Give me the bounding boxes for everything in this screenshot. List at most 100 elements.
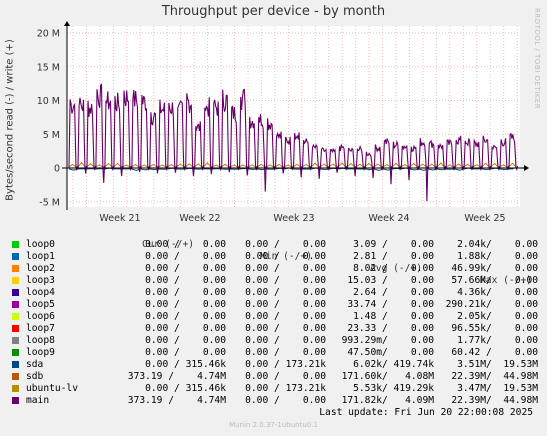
x-tick-labels: Week 21 Week 22 Week 23 Week 24 Week 25	[99, 213, 505, 224]
legend-device-name: loop5	[26, 299, 55, 310]
x-tick-label: Week 24	[368, 213, 409, 224]
legend-max: 3.47M/ 19.53M	[445, 383, 538, 394]
legend-avg: 171.82k/ 4.09M	[341, 395, 434, 406]
legend-max: 57.66k/ 0.00	[445, 275, 538, 286]
legend: Cur (-/+) Min (-/+) Avg (-/+) Max (-/+) …	[12, 227, 538, 407]
chart-title: Throughput per device - by month	[161, 4, 386, 19]
legend-cur: 0.00 / 315.46k	[139, 383, 226, 394]
legend-max: 4.36k/ 0.00	[445, 287, 538, 298]
legend-swatch	[12, 265, 19, 272]
x-tick-label: Week 21	[99, 213, 140, 224]
legend-swatch	[12, 397, 19, 404]
legend-avg: 5.53k/ 419.29k	[341, 383, 434, 394]
legend-row-loop8: loop8 0.00 / 0.00 0.00 / 0.00 993.29m/ 0.…	[12, 335, 538, 347]
legend-swatch	[12, 241, 19, 248]
x-tick-label: Week 23	[273, 213, 314, 224]
legend-min: 0.00 / 0.00	[239, 287, 326, 298]
legend-swatch	[12, 337, 19, 344]
legend-min: 0.00 / 173.21k	[239, 383, 326, 394]
legend-min: 0.00 / 0.00	[239, 311, 326, 322]
legend-cur: 0.00 / 0.00	[139, 311, 226, 322]
header-avg: Avg (-/+)	[370, 263, 422, 274]
legend-min: 0.00 / 0.00	[239, 395, 326, 406]
legend-swatch	[12, 349, 19, 356]
legend-min: 0.00 / 0.00	[239, 335, 326, 346]
plot-area	[67, 26, 520, 207]
legend-min: 0.00 / 0.00	[239, 239, 326, 250]
legend-device-name: loop4	[26, 287, 55, 298]
legend-row-loop0: loop0 0.00 / 0.00 0.00 / 0.00 3.09 / 0.0…	[12, 239, 538, 251]
x-tick-label: Week 22	[179, 213, 220, 224]
legend-cur: 0.00 / 0.00	[139, 275, 226, 286]
throughput-chart: 20 M15 M10 M5 M0-5 M Week 21 Week 22 Week …	[37, 21, 529, 224]
legend-min: 0.00 / 0.00	[239, 299, 326, 310]
legend-avg: 993.29m/ 0.00	[341, 335, 434, 346]
legend-max: 290.21k/ 0.00	[445, 299, 538, 310]
legend-swatch	[12, 373, 19, 380]
munin-version: Munin 2.0.37-1ubuntu0.1	[229, 421, 318, 429]
y-tick-label: 15 M	[37, 62, 60, 73]
legend-device-name: sda	[26, 359, 44, 370]
legend-device-name: loop6	[26, 311, 55, 322]
vertical-grid	[72, 26, 518, 207]
legend-cur: 373.19 / 4.74M	[127, 371, 226, 382]
legend-swatch	[12, 301, 19, 308]
legend-row-loop5: loop5 0.00 / 0.00 0.00 / 0.00 33.74 / 0.…	[12, 299, 538, 311]
legend-row-loop7: loop7 0.00 / 0.00 0.00 / 0.00 23.33 / 0.…	[12, 323, 538, 335]
legend-min: 0.00 / 0.00	[239, 371, 326, 382]
y-tick-label: -5 M	[39, 197, 60, 208]
y-tick-label: 0	[54, 164, 60, 175]
legend-row-loop9: loop9 0.00 / 0.00 0.00 / 0.00 47.50m/ 0.…	[12, 347, 538, 359]
legend-device-name: loop1	[26, 251, 55, 262]
legend-swatch	[12, 361, 19, 368]
legend-cur: 0.00 / 0.00	[139, 323, 226, 334]
legend-avg: 3.09 / 0.00	[341, 239, 434, 250]
legend-swatch	[12, 253, 19, 260]
legend-avg: 2.64 / 0.00	[341, 287, 434, 298]
legend-cur: 0.00 / 0.00	[139, 347, 226, 358]
legend-max: 22.39M/ 44.98M	[445, 395, 538, 406]
y-axis-arrow	[64, 21, 70, 26]
legend-row-ubuntu-lv: ubuntu-lv 0.00 / 315.46k 0.00 / 173.21k …	[12, 383, 538, 395]
legend-max: 46.99k/ 0.00	[445, 263, 538, 274]
legend-device-name: sdb	[26, 371, 44, 382]
legend-avg: 47.50m/ 0.00	[341, 347, 434, 358]
legend-avg: 1.48 / 0.00	[341, 311, 434, 322]
legend-avg: 23.33 / 0.00	[341, 323, 434, 334]
legend-device-name: loop0	[26, 239, 55, 250]
legend-min: 0.00 / 0.00	[239, 347, 326, 358]
legend-max: 2.05k/ 0.00	[445, 311, 538, 322]
legend-device-name: loop3	[26, 275, 55, 286]
legend-avg: 6.02k/ 419.74k	[341, 359, 434, 370]
legend-row-loop4: loop4 0.00 / 0.00 0.00 / 0.00 2.64 / 0.0…	[12, 287, 538, 299]
legend-avg: 171.60k/ 4.08M	[341, 371, 434, 382]
legend-swatch	[12, 325, 19, 332]
legend-device-name: loop7	[26, 323, 55, 334]
legend-header: Cur (-/+) Min (-/+) Avg (-/+) Max (-/+)	[12, 227, 537, 286]
legend-cur: 0.00 / 0.00	[139, 251, 226, 262]
legend-device-name: loop9	[26, 347, 55, 358]
header-max: Max (-/+)	[480, 275, 532, 286]
legend-swatch	[12, 313, 19, 320]
legend-max: 1.77k/ 0.00	[445, 335, 538, 346]
x-axis-arrow	[524, 165, 529, 171]
legend-row-main: main 373.19 / 4.74M 0.00 / 0.00 171.82k/ 4…	[12, 395, 538, 407]
legend-avg: 33.74 / 0.00	[341, 299, 434, 310]
legend-row-sda: sda 0.00 / 315.46k 0.00 / 173.21k 6.02k/…	[12, 359, 538, 371]
legend-min: 0.00 / 0.00	[239, 275, 326, 286]
header-min: Min (-/+)	[260, 251, 312, 262]
legend-swatch	[12, 385, 19, 392]
legend-cur: 0.00 / 0.00	[139, 335, 226, 346]
legend-cur: 373.19 / 4.74M	[127, 395, 226, 406]
legend-row-loop2: loop2 0.00 / 0.00 0.00 / 0.00 8.02 / 0.0…	[12, 263, 538, 275]
rrdtool-watermark: RRDTOOL / TOBI OETIKER	[533, 8, 541, 110]
y-tick-labels: 20 M 15 M 10 M 5 M 0 -5 M	[37, 29, 60, 209]
x-tick-label: Week 25	[464, 213, 505, 224]
legend-device-name: loop2	[26, 263, 55, 274]
legend-max: 2.04k/ 0.00	[445, 239, 538, 250]
legend-min: 0.00 / 0.00	[239, 251, 326, 262]
legend-row-loop3: loop3 0.00 / 0.00 0.00 / 0.00 15.03 / 0.…	[12, 275, 538, 287]
legend-device-name: ubuntu-lv	[26, 383, 78, 394]
legend-device-name: main	[26, 395, 50, 406]
legend-cur: 0.00 / 0.00	[139, 263, 226, 274]
